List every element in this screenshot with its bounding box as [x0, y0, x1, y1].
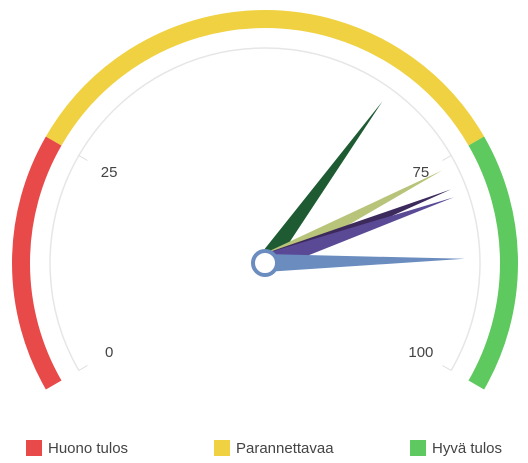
tick-label: 25	[101, 164, 118, 181]
needle	[264, 254, 465, 272]
tick-label: 100	[408, 344, 433, 361]
needle-hub	[251, 249, 279, 277]
tick-label: 0	[105, 344, 113, 361]
legend-label: Hyvä tulos	[432, 440, 502, 457]
legend-label: Huono tulos	[48, 440, 128, 457]
tick-mark	[442, 365, 452, 371]
band	[12, 136, 62, 390]
band	[45, 10, 485, 146]
tick-label: 75	[413, 164, 430, 181]
legend-swatch	[214, 440, 230, 456]
legend-label: Parannettavaa	[236, 440, 334, 457]
tick-mark	[78, 365, 88, 371]
band	[468, 136, 518, 390]
needle	[262, 197, 454, 272]
gauge-track	[49, 47, 481, 371]
legend-swatch	[410, 440, 426, 456]
needle	[257, 101, 383, 269]
legend-swatch	[26, 440, 42, 456]
tick-mark	[442, 155, 452, 161]
tick-mark	[78, 155, 88, 161]
